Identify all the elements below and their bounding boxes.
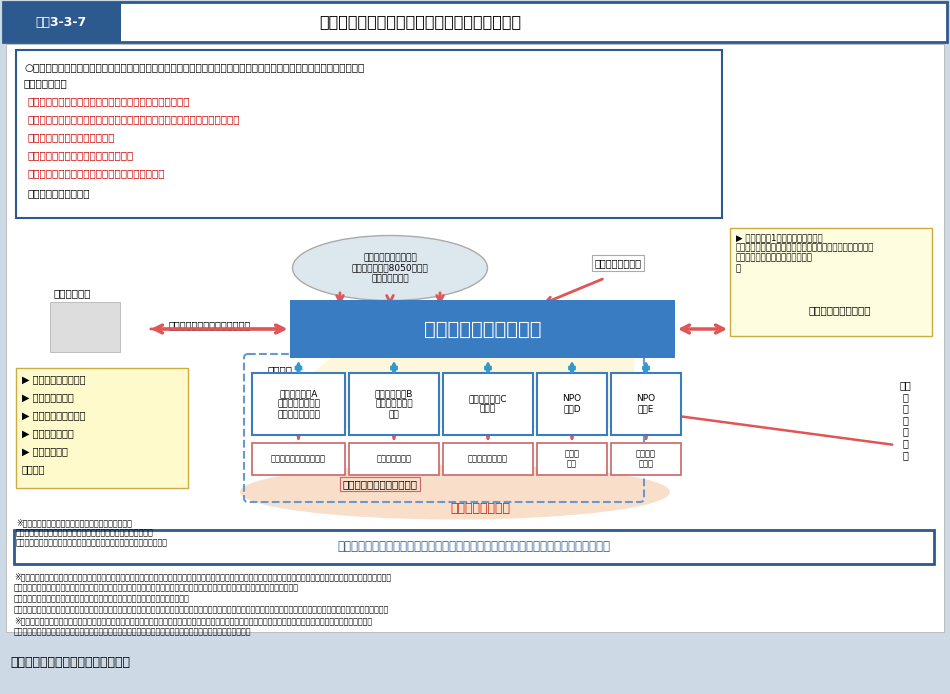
Text: （社員）: （社員） bbox=[268, 365, 293, 375]
Text: ▶ 取組を行うスタッフ: ▶ 取組を行うスタッフ bbox=[22, 410, 86, 420]
FancyBboxPatch shape bbox=[537, 443, 607, 475]
Text: 地域における公益的な取組: 地域における公益的な取組 bbox=[343, 479, 417, 489]
Text: 送迎車両、運転手の提供: 送迎車両、運転手の提供 bbox=[271, 455, 326, 464]
Text: ア　社会福祉連携推進法人と社員の両方が当該福祉サービスを提供していること: ア 社会福祉連携推進法人と社員の両方が当該福祉サービスを提供していること bbox=[14, 594, 190, 603]
FancyBboxPatch shape bbox=[349, 373, 439, 435]
Text: 社会福祉法人A
特別養護老人ホー
ム、デイサービス: 社会福祉法人A 特別養護老人ホー ム、デイサービス bbox=[277, 389, 320, 419]
FancyBboxPatch shape bbox=[16, 50, 722, 218]
FancyBboxPatch shape bbox=[290, 300, 675, 358]
Ellipse shape bbox=[240, 464, 670, 520]
FancyBboxPatch shape bbox=[611, 443, 681, 475]
FancyBboxPatch shape bbox=[50, 302, 120, 352]
Ellipse shape bbox=[293, 235, 487, 301]
Text: ▶ 取組の実施場所: ▶ 取組の実施場所 bbox=[22, 392, 74, 402]
FancyBboxPatch shape bbox=[443, 443, 533, 475]
Text: ▶ 取組に参加する社員: ▶ 取組に参加する社員 bbox=[22, 374, 86, 384]
FancyBboxPatch shape bbox=[730, 228, 932, 336]
Text: 社会福祉関係の福祉サービスを行う場合については、以下の要件をいずれも満たせば、地域福祉支援業務に該当することとする。: 社会福祉関係の福祉サービスを行う場合については、以下の要件をいずれも満たせば、地… bbox=[14, 583, 299, 592]
Text: 付添職員
の派遣: 付添職員 の派遣 bbox=[636, 449, 656, 468]
FancyBboxPatch shape bbox=[349, 443, 439, 475]
Text: 図表3-3-7: 図表3-3-7 bbox=[35, 15, 86, 28]
Text: ・取組の実施状況の把握・分析: ・取組の実施状況の把握・分析 bbox=[28, 132, 116, 142]
Text: 取組
に
関
す
る
助
言: 取組 に 関 す る 助 言 bbox=[899, 380, 911, 460]
FancyBboxPatch shape bbox=[16, 368, 188, 488]
Text: ※　上記に該当する場合であっても、社員である法人の経営に影響を及ぼすことのないよう、社会福祉連携推進法人が多額の設備投資等を必要とする有料老人ホームや: ※ 上記に該当する場合であっても、社員である法人の経営に影響を及ぼすことのないよ… bbox=[14, 616, 372, 625]
FancyBboxPatch shape bbox=[3, 2, 947, 42]
Text: 物品の
提供: 物品の 提供 bbox=[564, 449, 580, 468]
Text: ・ニーズ調査の結果を踏まえた新たな取組の企画立案、支援ノウハウの提供: ・ニーズ調査の結果を踏まえた新たな取組の企画立案、支援ノウハウの提供 bbox=[28, 114, 240, 124]
Text: 社会福祉連携推進法人の行う地域福祉支援業務: 社会福祉連携推進法人の行う地域福祉支援業務 bbox=[319, 15, 521, 30]
Text: 付添職員の派遣: 付添職員の派遣 bbox=[376, 455, 411, 464]
Text: 等を調整: 等を調整 bbox=[22, 464, 46, 474]
Text: ・社員が地域の他の機関と協働を図るための調整: ・社員が地域の他の機関と協働を図るための調整 bbox=[28, 168, 165, 178]
Text: 社会福祉連携推進法人の社員による新たな取組の実践により、地域福祉の充実に繋がる: 社会福祉連携推進法人の社員による新たな取組の実践により、地域福祉の充実に繋がる bbox=[337, 541, 611, 554]
Text: 新たな取組の実践: 新たな取組の実践 bbox=[450, 502, 510, 514]
FancyBboxPatch shape bbox=[6, 44, 944, 632]
FancyBboxPatch shape bbox=[443, 373, 533, 435]
Text: 等の業務が該当する。: 等の業務が該当する。 bbox=[28, 188, 90, 198]
Text: ▶ 各社員の役割: ▶ 各社員の役割 bbox=[22, 446, 67, 456]
FancyBboxPatch shape bbox=[537, 373, 607, 435]
Text: 資料：厚生労働省社会・援護局作成: 資料：厚生労働省社会・援護局作成 bbox=[10, 656, 130, 669]
Text: サービス付き高齢者住宅等の入居系施設を運営することは、地域福祉支援業務には該当しないものとする。: サービス付き高齢者住宅等の入居系施設を運営することは、地域福祉支援業務には該当し… bbox=[14, 627, 252, 636]
FancyBboxPatch shape bbox=[611, 373, 681, 435]
Text: NPO
法人D: NPO 法人D bbox=[562, 394, 581, 414]
Text: ・地域住民に対する取組の周知・広報: ・地域住民に対する取組の周知・広報 bbox=[28, 150, 134, 160]
Text: 地域課題・その対応方針の共有: 地域課題・その対応方針の共有 bbox=[169, 320, 251, 330]
Text: ニーズ調査の実施: ニーズ調査の実施 bbox=[595, 258, 641, 268]
Text: ▶ 取組の運営資金: ▶ 取組の運営資金 bbox=[22, 428, 74, 438]
Text: 支援」は、: 支援」は、 bbox=[24, 78, 67, 88]
FancyBboxPatch shape bbox=[252, 373, 345, 435]
Text: イ　社会福祉連携推進法人から社員への人員・ノウハウの移転等を主たる目的とするなど、社会福祉連携推進法人が福祉サービスを実施することが社員への支援にあたること: イ 社会福祉連携推進法人から社員への人員・ノウハウの移転等を主たる目的とするなど… bbox=[14, 605, 389, 614]
FancyBboxPatch shape bbox=[14, 530, 934, 564]
Text: 社会福祉法人C
保育所: 社会福祉法人C 保育所 bbox=[468, 394, 507, 414]
Text: ※　地域の福祉ニーズを踏まえつつ、社会福祉連携推進法人が社員である社会福祉法人等を支援する一環で、制度として確立され、定型化・定着している社会福祉事業を除き、: ※ 地域の福祉ニーズを踏まえつつ、社会福祉連携推進法人が社員である社会福祉法人等… bbox=[14, 572, 391, 581]
Text: 交流会の場の提供: 交流会の場の提供 bbox=[468, 455, 508, 464]
Text: 社会福祉連携推進法人: 社会福祉連携推進法人 bbox=[424, 319, 541, 339]
Text: ○　社会福祉連携推進法人が社会福祉連携推進業務として行う「地域福祉の推進に係る取組を社員が共同して行うための: ○ 社会福祉連携推進法人が社会福祉連携推進業務として行う「地域福祉の推進に係る取… bbox=[24, 62, 364, 72]
Text: ・地域住民の生活課題を把握するためのニーズ調査の実施: ・地域住民の生活課題を把握するためのニーズ調査の実施 bbox=[28, 96, 191, 106]
Text: NPO
法人E: NPO 法人E bbox=[636, 394, 655, 414]
Text: （自治体等）: （自治体等） bbox=[53, 288, 91, 298]
Polygon shape bbox=[250, 358, 635, 428]
Text: 社会福祉法人B
障害者就労支援
事業: 社会福祉法人B 障害者就労支援 事業 bbox=[375, 389, 413, 419]
FancyBboxPatch shape bbox=[252, 443, 345, 475]
Text: 新たな取組の企画立案: 新たな取組の企画立案 bbox=[808, 305, 871, 315]
Text: 地域住民が抱える課題
（ひきこもり、8050問題、
買い物難民等）: 地域住民が抱える課題 （ひきこもり、8050問題、 買い物難民等） bbox=[352, 253, 428, 283]
FancyBboxPatch shape bbox=[3, 2, 121, 42]
Text: ▶ 例えば月に1回、過疎地の高齢者
と園児との交流を行うとともに、都市部のショッピングモー
ルに、買い物支援を行う取組を企
画: ▶ 例えば月に1回、過疎地の高齢者 と園児との交流を行うとともに、都市部のショッ… bbox=[736, 233, 874, 273]
Text: ※　社会福祉法人の「地域における公益的な取組」の
　　実施に係る責務については、社会福祉連携推進法人を介して
　　こうした取組を行うことにより、その責務を果たし: ※ 社会福祉法人の「地域における公益的な取組」の 実施に係る責務については、社会… bbox=[16, 518, 168, 548]
